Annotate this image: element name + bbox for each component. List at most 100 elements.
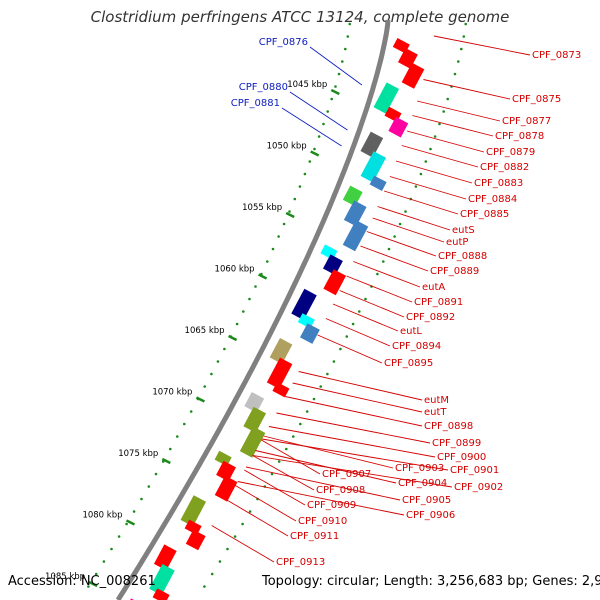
scale-dot <box>132 510 136 513</box>
leader-line <box>360 245 429 272</box>
gene-label-forward[interactable]: CPF_0907 <box>322 469 371 480</box>
gene-label-forward[interactable]: CPF_0883 <box>474 178 523 189</box>
gene-label-forward[interactable]: CPF_0902 <box>454 482 503 493</box>
gene-label-forward[interactable]: CPF_0879 <box>486 147 535 158</box>
leader-line <box>433 35 531 56</box>
gene-label-forward[interactable]: CPF_0892 <box>406 312 455 323</box>
leader-line <box>383 190 459 215</box>
scale-dot <box>404 210 407 213</box>
gene-label-forward[interactable]: eutM <box>424 395 449 406</box>
gene-label-forward[interactable]: CPF_0882 <box>480 162 529 173</box>
gene-label-forward[interactable]: CPF_0909 <box>307 500 356 511</box>
gene-label-forward[interactable]: CPF_0884 <box>468 194 517 205</box>
gene-feature <box>266 357 293 389</box>
gene-label-forward[interactable]: eutA <box>422 282 445 293</box>
leader-line <box>235 485 297 522</box>
scale-dot <box>254 285 257 288</box>
gene-label-forward[interactable]: CPF_0894 <box>392 341 441 352</box>
scale-dot <box>282 222 286 226</box>
kbp-tick-mark <box>88 580 98 588</box>
leader-line <box>252 455 453 488</box>
gene-label-forward[interactable]: CPF_0911 <box>290 531 339 542</box>
gene-label-forward[interactable]: CPF_0913 <box>276 557 325 568</box>
gene-feature <box>214 475 238 502</box>
scale-dot <box>345 335 349 338</box>
gene-feature <box>323 269 347 296</box>
gene-feature <box>216 460 236 482</box>
leader-line <box>261 438 449 471</box>
kbp-tick-label: 1045 kbp <box>287 80 327 90</box>
scale-dot <box>292 435 295 438</box>
scale-dot <box>189 410 193 413</box>
scale-dot <box>169 447 172 451</box>
gene-feature <box>342 185 363 207</box>
scale-dot <box>419 172 423 176</box>
gene-label-forward[interactable]: CPF_0906 <box>406 510 455 521</box>
gene-label-forward[interactable]: eutL <box>400 326 422 337</box>
gene-label-forward[interactable]: CPF_0899 <box>432 438 481 449</box>
leader-line <box>309 46 363 86</box>
leader-line <box>226 499 289 537</box>
gene-label-forward[interactable]: CPF_0910 <box>298 516 347 527</box>
leader-line <box>292 382 423 413</box>
gene-label-forward[interactable]: eutT <box>424 407 447 418</box>
kbp-tick-mark <box>195 396 205 403</box>
gene-label-forward[interactable]: CPF_0875 <box>512 94 561 105</box>
leader-line <box>252 455 315 491</box>
scale-dot <box>210 572 214 576</box>
gene-label-forward[interactable]: eutS <box>452 225 475 236</box>
gene-label-forward[interactable]: CPF_0888 <box>438 251 487 262</box>
scale-dot <box>433 135 437 138</box>
gene-label-forward[interactable]: CPF_0873 <box>532 50 581 61</box>
gene-label-forward[interactable]: CPF_0901 <box>450 465 499 476</box>
kbp-tick-label: 1065 kbp <box>185 326 225 336</box>
scale-dot <box>308 160 312 163</box>
gene-label-forward[interactable]: CPF_0898 <box>424 421 473 432</box>
gene-label-forward[interactable]: CPF_0878 <box>495 131 544 142</box>
leader-line <box>325 318 391 347</box>
gene-label-forward[interactable]: CPF_0905 <box>402 495 451 506</box>
gene-label-forward[interactable]: eutP <box>446 237 468 248</box>
gene-label-reverse[interactable]: CPF_0881 <box>231 98 280 109</box>
leader-line <box>366 231 437 257</box>
scale-dot <box>330 97 334 101</box>
dotted-scale-rings <box>87 22 468 588</box>
scale-dot <box>332 360 336 363</box>
gene-feature <box>291 288 317 321</box>
gene-label-forward[interactable]: CPF_0877 <box>502 116 551 127</box>
gene-feature <box>369 175 387 192</box>
scale-dot <box>140 497 143 501</box>
gene-label-forward[interactable]: CPF_0895 <box>384 358 433 369</box>
scale-dot <box>344 47 347 51</box>
leader-line <box>412 115 494 137</box>
gene-label-forward[interactable]: CPF_0900 <box>437 452 486 463</box>
scale-dot <box>110 547 113 551</box>
scale-dot <box>298 185 302 188</box>
gene-label-reverse[interactable]: CPF_0880 <box>239 82 288 93</box>
gene-feature <box>185 529 206 551</box>
label-leader-lines <box>211 35 531 563</box>
scale-dot <box>398 222 402 226</box>
scale-dot <box>125 522 128 526</box>
scale-dot <box>210 372 213 376</box>
scale-dot <box>94 572 98 576</box>
gene-label-forward[interactable]: CPF_0903 <box>395 463 444 474</box>
gene-label-reverse[interactable]: CPF_0876 <box>259 37 308 48</box>
scale-dot <box>376 272 379 276</box>
scale-dot <box>270 472 274 476</box>
scale-dot <box>387 247 391 251</box>
scale-dot <box>102 560 106 563</box>
scale-dot <box>235 322 239 326</box>
gene-label-forward[interactable]: CPF_0885 <box>460 209 509 220</box>
gene-feature <box>214 450 232 467</box>
gene-feature <box>388 116 409 138</box>
scale-dot <box>322 122 325 126</box>
scale-dot <box>460 47 463 51</box>
gene-label-forward[interactable]: CPF_0891 <box>414 297 463 308</box>
gene-label-forward[interactable]: CPF_0904 <box>398 478 447 489</box>
gene-feature <box>360 151 387 183</box>
gene-label-forward[interactable]: CPF_0908 <box>316 485 365 496</box>
leader-line <box>263 435 394 469</box>
gene-label-forward[interactable]: CPF_0889 <box>430 266 479 277</box>
